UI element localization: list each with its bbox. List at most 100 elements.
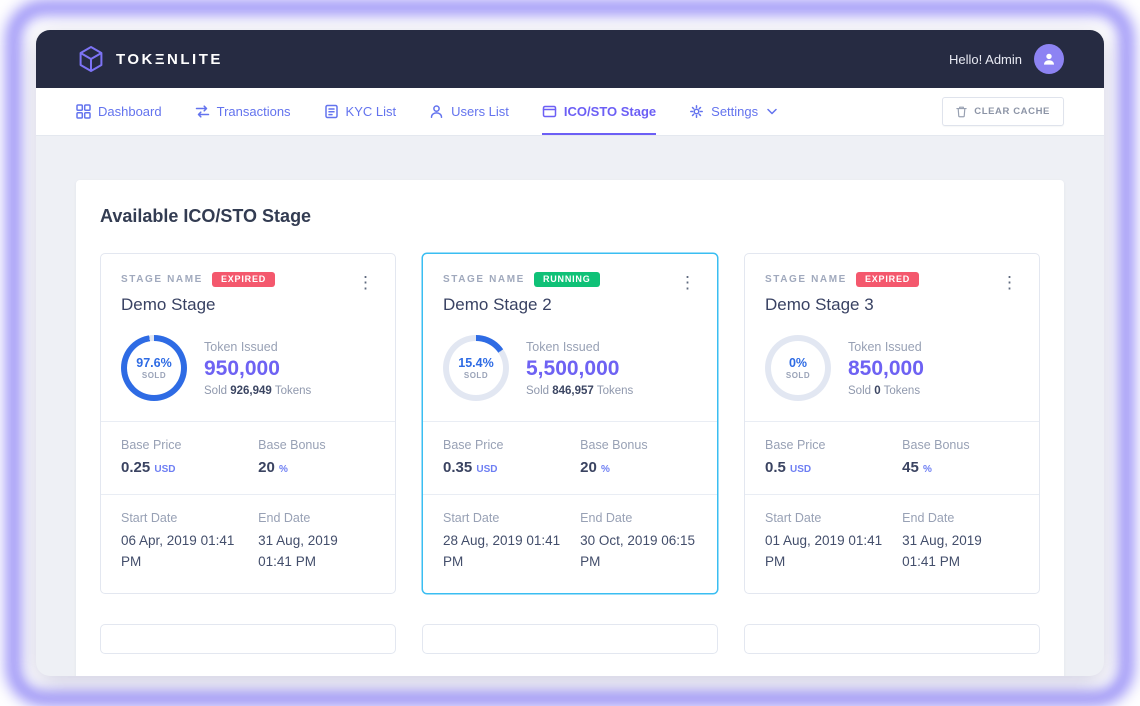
base-price-label: Base Price xyxy=(121,438,182,452)
stage-card-demo-stage-3: STAGE NAME EXPIRED ⋮ Demo Stage 3 0% SOL… xyxy=(744,253,1040,594)
sold-tokens-value: 846,957 xyxy=(552,384,594,397)
user-avatar[interactable] xyxy=(1034,44,1064,74)
end-date-label: End Date xyxy=(258,511,311,525)
sold-donut: 0% SOLD xyxy=(765,335,831,401)
end-date-value: 30 Oct, 2019 06:15 PM xyxy=(580,533,695,569)
sold-percent: 97.6% xyxy=(136,356,172,370)
top-header: TOKΞNLITE Hello! Admin xyxy=(36,30,1104,88)
nav-item-kyc-list[interactable]: KYC List xyxy=(324,88,397,135)
stage-name: Demo Stage xyxy=(121,295,216,314)
start-date-cell: Start Date 06 Apr, 2019 01:41 PM xyxy=(121,511,258,573)
base-bonus-value: 20 % xyxy=(580,459,610,476)
base-bonus-unit: % xyxy=(601,464,610,475)
end-date-label: End Date xyxy=(902,511,955,525)
status-badge: EXPIRED xyxy=(211,272,276,287)
nav-item-settings[interactable]: Settings xyxy=(689,88,777,135)
start-date-value: 28 Aug, 2019 01:41 PM xyxy=(443,533,561,569)
sold-tokens-line: Sold 926,949 Tokens xyxy=(204,384,312,397)
sold-tokens-value: 0 xyxy=(874,384,881,397)
nav-item-ico-sto-stage[interactable]: ICO/STO Stage xyxy=(541,88,657,135)
stage-name-label: STAGE NAME xyxy=(121,274,203,285)
base-price-cell: Base Price 0.25 USD xyxy=(121,438,258,476)
token-issued-value: 850,000 xyxy=(848,356,924,380)
token-issued-value: 5,500,000 xyxy=(526,356,620,380)
sold-percent: 15.4% xyxy=(458,356,494,370)
stage-name: Demo Stage 3 xyxy=(765,295,874,314)
brand-name: TOKΞNLITE xyxy=(116,50,223,68)
token-issued-label: Token Issued xyxy=(526,339,600,354)
clear-cache-label: CLEAR CACHE xyxy=(974,106,1050,117)
start-date-label: Start Date xyxy=(443,511,500,525)
page-content: Available ICO/STO Stage STAGE NAME EXPIR… xyxy=(36,136,1104,676)
end-date-cell: End Date 30 Oct, 2019 06:15 PM xyxy=(580,511,697,573)
stage-card-partial xyxy=(744,623,1040,654)
sold-caption: SOLD xyxy=(463,371,489,380)
base-price-value: 0.5 USD xyxy=(765,459,812,476)
nav-item-users-list[interactable]: Users List xyxy=(429,88,509,135)
nav-item-transactions[interactable]: Transactions xyxy=(195,88,291,135)
end-date-label: End Date xyxy=(580,511,633,525)
nav-label: Settings xyxy=(711,104,759,119)
nav-label: ICO/STO Stage xyxy=(563,104,657,119)
end-date-cell: End Date 31 Aug, 2019 01:41 PM xyxy=(258,511,375,573)
stage-card-partial xyxy=(422,623,718,654)
start-date-cell: Start Date 28 Aug, 2019 01:41 PM xyxy=(443,511,580,573)
ico-stage-icon xyxy=(542,105,557,118)
donut-hole xyxy=(449,341,503,395)
sold-percent: 0% xyxy=(788,356,808,370)
stage-cards-row: STAGE NAME EXPIRED ⋮ Demo Stage 97.6% SO… xyxy=(100,253,1040,594)
main-nav: Dashboard Transactions KYC List xyxy=(36,88,1104,136)
sold-tokens-line: Sold 0 Tokens xyxy=(848,384,921,397)
card-menu-button[interactable]: ⋮ xyxy=(357,273,374,292)
stage-card-partial xyxy=(100,623,396,654)
nav-label: Transactions xyxy=(216,104,291,119)
stage-card-demo-stage-2: STAGE NAME RUNNING ⋮ Demo Stage 2 15.4% … xyxy=(422,253,718,594)
card-menu-button[interactable]: ⋮ xyxy=(1001,273,1018,292)
trash-icon xyxy=(956,106,967,118)
base-bonus-label: Base Bonus xyxy=(902,438,970,452)
status-badge: RUNNING xyxy=(533,272,600,287)
clear-cache-button[interactable]: CLEAR CACHE xyxy=(942,97,1064,126)
start-date-label: Start Date xyxy=(121,511,178,525)
donut-hole xyxy=(127,341,181,395)
base-price-value: 0.25 USD xyxy=(121,459,176,476)
base-bonus-label: Base Bonus xyxy=(580,438,648,452)
base-bonus-label: Base Bonus xyxy=(258,438,326,452)
stage-name-label: STAGE NAME xyxy=(443,274,525,285)
stages-panel: Available ICO/STO Stage STAGE NAME EXPIR… xyxy=(76,180,1064,676)
user-icon xyxy=(1044,53,1054,65)
start-date-cell: Start Date 01 Aug, 2019 01:41 PM xyxy=(765,511,902,573)
users-icon xyxy=(430,105,443,119)
card-menu-button[interactable]: ⋮ xyxy=(679,273,696,292)
base-bonus-unit: % xyxy=(923,464,932,475)
base-bonus-cell: Base Bonus 45 % xyxy=(902,438,1019,476)
base-price-label: Base Price xyxy=(443,438,504,452)
sold-tokens-line: Sold 846,957 Tokens xyxy=(526,384,634,397)
brand[interactable]: TOKΞNLITE xyxy=(76,44,223,74)
status-badge: EXPIRED xyxy=(855,272,920,287)
base-bonus-unit: % xyxy=(279,464,288,475)
end-date-cell: End Date 31 Aug, 2019 01:41 PM xyxy=(902,511,1019,573)
nav-item-dashboard[interactable]: Dashboard xyxy=(76,88,162,135)
end-date-value: 31 Aug, 2019 01:41 PM xyxy=(902,533,982,569)
base-bonus-cell: Base Bonus 20 % xyxy=(580,438,697,476)
tokenlite-logo-icon xyxy=(79,46,103,72)
base-price-value: 0.35 USD xyxy=(443,459,498,476)
stage-cards-row-2 xyxy=(100,623,1040,654)
base-price-label: Base Price xyxy=(765,438,826,452)
donut-hole xyxy=(771,341,825,395)
sold-tokens-value: 926,949 xyxy=(230,384,272,397)
nav-label: Dashboard xyxy=(98,104,162,119)
stage-name-label: STAGE NAME xyxy=(765,274,847,285)
gear-icon xyxy=(690,105,704,118)
base-bonus-value: 20 % xyxy=(258,459,288,476)
kyc-list-icon xyxy=(324,104,338,119)
start-date-label: Start Date xyxy=(765,511,822,525)
base-bonus-cell: Base Bonus 20 % xyxy=(258,438,375,476)
token-issued-label: Token Issued xyxy=(204,339,278,354)
nav-label: KYC List xyxy=(345,104,397,119)
base-price-unit: USD xyxy=(790,464,812,475)
token-issued-label: Token Issued xyxy=(848,339,922,354)
base-price-cell: Base Price 0.5 USD xyxy=(765,438,902,476)
nav-label: Users List xyxy=(451,104,509,119)
